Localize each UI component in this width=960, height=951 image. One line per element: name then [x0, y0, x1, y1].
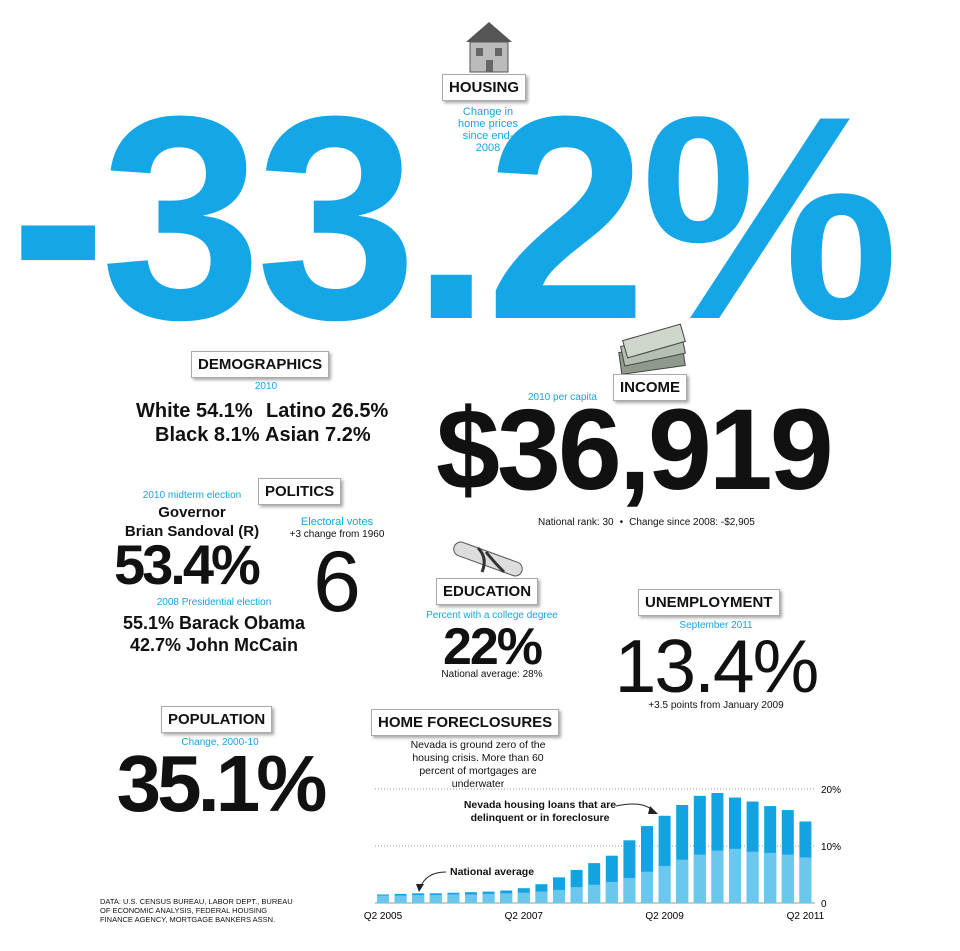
bar: [482, 893, 495, 903]
education-national: National average: 28%: [441, 669, 543, 680]
demographic-item: White 54.1%: [136, 400, 253, 422]
x-tick-label: Q2 2005: [364, 911, 403, 922]
x-tick-label: Q2 2009: [645, 911, 684, 922]
series-annotation: Nevada housing loans that are delinquent…: [463, 799, 617, 824]
foreclosure-chart: 0 10% 20% Q2 2005 Q2 2007 Q2 2009 Q2 2011: [364, 785, 841, 922]
bar: [517, 892, 530, 903]
presidential-result: 55.1% Barack Obama: [122, 613, 306, 633]
bar: [605, 881, 618, 903]
section-label: DEMOGRAPHICS: [191, 351, 330, 378]
bar: [588, 884, 601, 903]
section-label: EDUCATION: [436, 578, 539, 605]
bar: [447, 894, 460, 903]
governor-name: Brian Sandoval (R): [124, 523, 260, 540]
governor-share: 53.4%: [114, 533, 261, 596]
source-note: DATA: U.S. CENSUS BUREAU, LABOR DEPT., B…: [100, 897, 293, 924]
education-note: Percent with a college degree: [426, 610, 558, 621]
arrow-head: [648, 806, 658, 814]
income-change: Change since 2008: -$2,905: [614, 517, 755, 528]
section-label: POPULATION: [161, 706, 273, 733]
unemployment-value: 13.4%: [614, 624, 820, 708]
bar: [623, 877, 636, 903]
income-details: National rank: 30Change since 2008: -$2,…: [538, 517, 755, 528]
midterm-label: 2010 midterm election: [142, 490, 242, 501]
section-label: HOUSING: [442, 74, 527, 101]
foreclosure-subtitle: Nevada is ground zero of the housing cri…: [410, 739, 546, 790]
bar: [377, 895, 389, 903]
bar: [641, 871, 653, 903]
bar: [781, 854, 794, 903]
y-tick-label: 10%: [821, 842, 841, 853]
electoral-votes: 6: [313, 534, 361, 630]
bar: [429, 895, 442, 903]
demographic-item: Asian 7.2%: [265, 424, 371, 446]
income-rank: National rank: 30: [538, 517, 614, 528]
demographic-item: Black 8.1%: [155, 424, 260, 446]
population-note: Change, 2000-10: [181, 737, 259, 748]
income-note: 2010 per capita: [528, 392, 597, 403]
unemployment-period: September 2011: [679, 620, 753, 631]
series-annotation: National average: [450, 866, 535, 878]
bar: [412, 895, 425, 903]
x-tick-label: Q2 2011: [787, 911, 825, 922]
arrow-head: [416, 884, 424, 892]
bar: [799, 857, 812, 903]
house-icon: [466, 22, 512, 73]
bar: [465, 894, 477, 903]
diploma-icon: [453, 541, 523, 577]
unemployment-change: +3.5 points from January 2009: [648, 700, 784, 711]
money-icon: [618, 323, 686, 375]
electoral-change: +3 change from 1960: [289, 529, 385, 540]
x-tick-label: Q2 2007: [505, 911, 544, 922]
y-tick-label: 0: [821, 899, 827, 910]
section-label: INCOME: [613, 374, 687, 401]
governor-office: Governor: [158, 504, 226, 521]
housing-value: -33.2%: [10, 56, 899, 380]
bar: [676, 859, 689, 903]
demographic-item: Latino 26.5%: [266, 400, 389, 422]
presidential-label: 2008 Presidential election: [156, 597, 272, 608]
bar: [394, 895, 407, 903]
demographics-year: 2010: [254, 381, 278, 392]
section-label: UNEMPLOYMENT: [638, 589, 780, 616]
bar: [693, 854, 706, 903]
bar: [535, 891, 548, 903]
annotation-arrow: [615, 803, 655, 813]
bar: [764, 852, 777, 903]
bar: [570, 887, 583, 903]
bar: [729, 848, 741, 903]
presidential-result: 42.7% John McCain: [129, 635, 299, 655]
bar: [658, 865, 671, 903]
education-value: 22%: [442, 618, 543, 676]
y-tick-label: 20%: [821, 785, 841, 796]
bar: [711, 850, 724, 903]
bar: [500, 893, 513, 903]
population-value: 35.1%: [116, 739, 328, 828]
annotation-arrow: [419, 871, 447, 889]
bar: [553, 889, 565, 903]
housing-note: Change in home prices since end-2008: [458, 106, 518, 154]
income-value: $36,919: [436, 386, 834, 514]
section-label: HOME FORECLOSURES: [371, 709, 560, 736]
bar: [746, 851, 759, 903]
section-label: POLITICS: [258, 478, 342, 505]
electoral-label: Electoral votes: [300, 516, 374, 528]
